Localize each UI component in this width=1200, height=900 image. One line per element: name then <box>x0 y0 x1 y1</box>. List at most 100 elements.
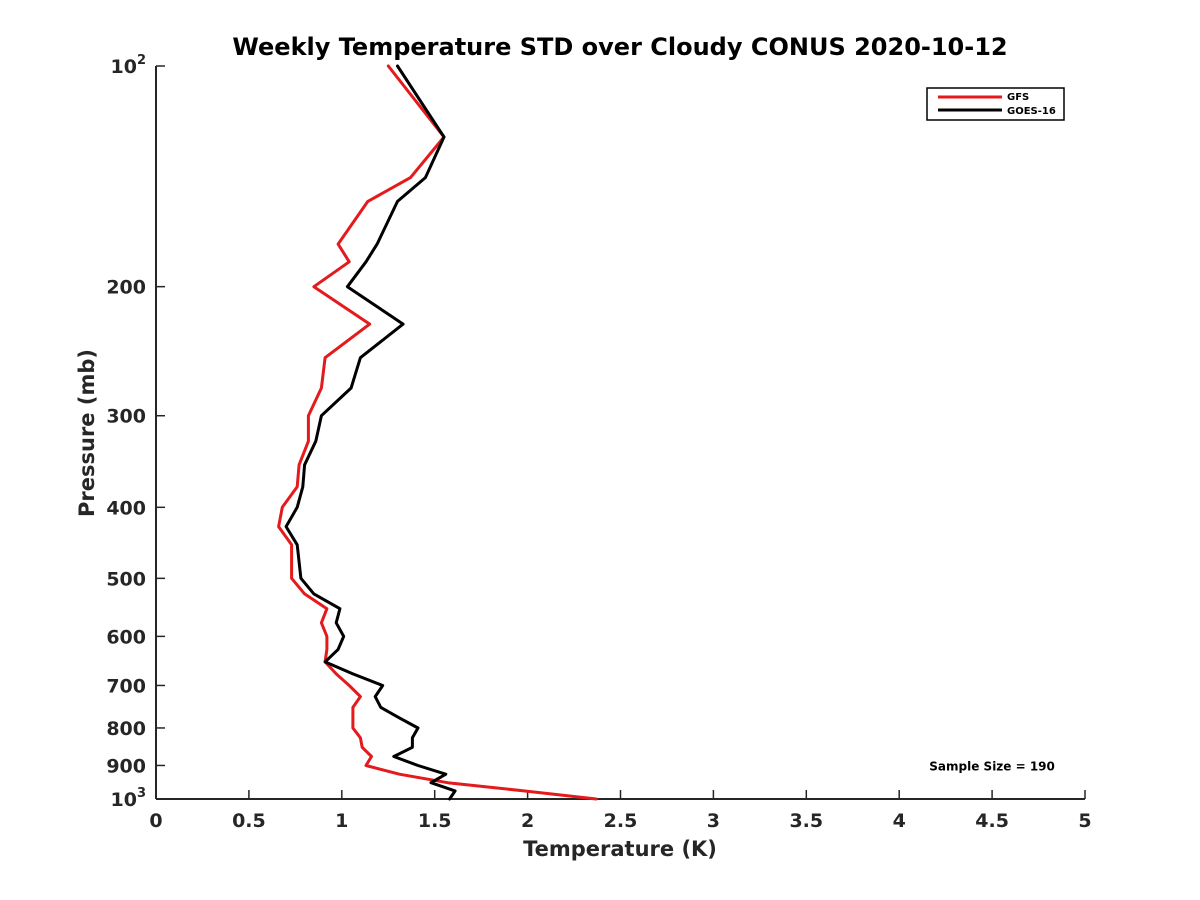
series-gfs <box>277 64 598 801</box>
x-tick-label: 0 <box>149 810 162 832</box>
data-point <box>307 414 310 417</box>
data-point <box>320 386 323 390</box>
data-point <box>277 525 280 528</box>
data-point <box>364 764 368 767</box>
chart-title: Weekly Temperature STD over Cloudy CONUS… <box>232 33 1007 61</box>
data-point <box>307 440 310 443</box>
data-point <box>453 789 457 793</box>
y-tick-label-base: 10 <box>111 56 137 78</box>
data-point <box>424 176 427 179</box>
data-point <box>323 660 327 664</box>
series-line <box>277 64 598 801</box>
data-point <box>370 755 373 758</box>
data-point <box>290 577 293 580</box>
data-point <box>442 135 446 139</box>
data-point <box>398 773 401 776</box>
data-point <box>349 386 353 390</box>
data-point <box>381 684 384 687</box>
data-point <box>290 543 293 546</box>
data-point <box>411 736 414 739</box>
data-point <box>303 592 306 596</box>
x-tick-label: 1 <box>335 810 348 832</box>
data-point <box>364 260 368 263</box>
data-point <box>325 607 329 610</box>
y-tick-label-base: 10 <box>111 789 137 811</box>
y-tick-label: 900 <box>106 755 146 777</box>
data-point <box>379 706 382 709</box>
x-axis-label: Temperature (K) <box>523 837 717 861</box>
data-point <box>359 356 362 359</box>
y-tick-label-exponent: 2 <box>137 53 146 68</box>
data-point <box>296 506 299 509</box>
data-point <box>375 242 379 246</box>
series-layer <box>277 64 598 801</box>
data-point <box>366 200 369 203</box>
data-point <box>444 773 447 776</box>
data-point <box>325 648 329 651</box>
x-tick-label: 0.5 <box>232 810 266 832</box>
x-tick-label: 5 <box>1078 810 1091 832</box>
data-point <box>396 64 399 68</box>
data-point <box>398 716 401 720</box>
data-point <box>368 322 371 326</box>
data-point <box>323 356 327 359</box>
data-point <box>303 463 306 466</box>
data-point <box>416 726 420 730</box>
data-point <box>296 543 299 546</box>
x-tick-label: 2 <box>521 810 534 832</box>
data-point <box>348 260 351 263</box>
data-point <box>387 64 390 68</box>
data-point <box>335 672 338 676</box>
data-point <box>351 672 355 676</box>
data-point <box>351 706 355 709</box>
data-point <box>374 695 377 698</box>
series-line <box>284 64 457 801</box>
data-point <box>416 764 420 767</box>
data-point <box>342 635 345 638</box>
data-point <box>335 621 338 624</box>
data-point <box>409 176 412 179</box>
x-tick-label: 3.5 <box>789 810 823 832</box>
data-point <box>392 755 395 758</box>
data-point <box>301 485 304 488</box>
legend: GFS GOES-16 <box>926 87 1065 121</box>
y-tick-label: 102 <box>111 53 147 78</box>
y-tick-label: 800 <box>106 718 146 740</box>
x-axis-ticks: 0 0.5 1 1.5 2 2.5 3 3.5 4 4.5 5 <box>149 790 1092 832</box>
data-point <box>325 635 329 638</box>
data-point <box>312 592 316 596</box>
data-point <box>411 746 414 749</box>
y-tick-label-exponent: 3 <box>137 786 146 801</box>
data-point <box>351 726 355 730</box>
data-point <box>297 463 301 466</box>
data-point <box>361 746 364 749</box>
data-point <box>351 716 355 720</box>
data-point <box>401 322 405 326</box>
data-point <box>284 525 288 528</box>
y-tick-label: 400 <box>106 497 146 519</box>
data-point <box>359 695 362 698</box>
data-point <box>448 797 451 801</box>
legend-label-gfs: GFS <box>1007 92 1029 103</box>
y-tick-label: 300 <box>106 406 146 428</box>
data-point <box>320 414 323 417</box>
legend-box <box>926 87 1065 121</box>
data-point <box>297 560 301 564</box>
series-goes-16 <box>284 64 457 801</box>
y-axis-label: Pressure (mb) <box>75 349 99 517</box>
data-point <box>522 789 526 793</box>
data-point <box>312 285 316 288</box>
y-tick-label: 700 <box>106 675 146 697</box>
y-tick-label: 500 <box>106 568 146 590</box>
x-tick-label: 4 <box>893 810 906 832</box>
data-point <box>346 285 349 288</box>
data-point <box>429 781 433 784</box>
sample-size-annotation: Sample Size = 190 <box>929 759 1055 773</box>
legend-label-goes16: GOES-16 <box>1007 106 1056 117</box>
x-tick-label: 2.5 <box>604 810 638 832</box>
data-point <box>595 797 598 801</box>
data-point <box>290 560 293 564</box>
x-tick-label: 3 <box>707 810 720 832</box>
